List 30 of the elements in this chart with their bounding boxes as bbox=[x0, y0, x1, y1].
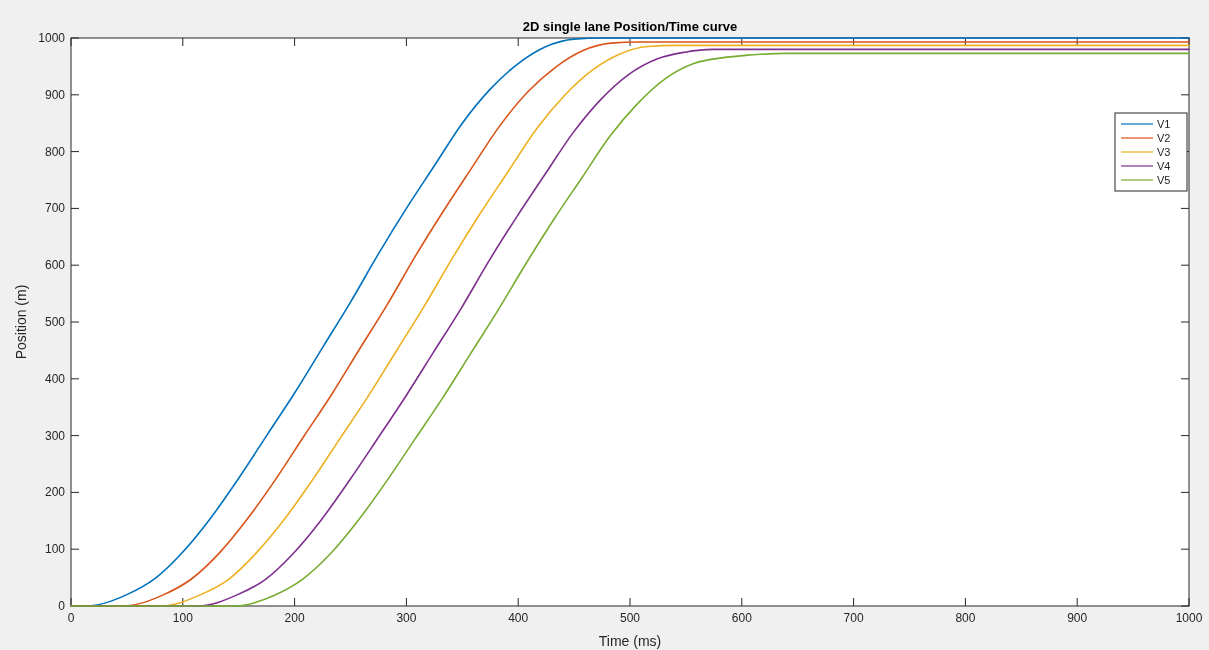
chart-title: 2D single lane Position/Time curve bbox=[522, 19, 738, 34]
x-tick-label: 0 bbox=[67, 611, 75, 625]
x-tick-label: 1000 bbox=[1175, 611, 1203, 625]
y-axis-title: Position (m) bbox=[13, 284, 29, 360]
x-tick-label: 200 bbox=[284, 611, 305, 625]
x-tick-label: 400 bbox=[508, 611, 529, 625]
x-axis-title: Time (ms) bbox=[598, 633, 662, 649]
legend-label: V3 bbox=[1157, 146, 1171, 158]
y-tick-label: 600 bbox=[44, 258, 66, 273]
legend-label: V2 bbox=[1157, 132, 1171, 144]
x-tick-label: 500 bbox=[619, 611, 641, 625]
y-tick-label: 700 bbox=[44, 201, 66, 216]
y-tick-label: 1000 bbox=[38, 31, 66, 45]
y-tick-label: 100 bbox=[44, 542, 66, 557]
legend-label: V1 bbox=[1157, 118, 1171, 130]
y-tick-label: 500 bbox=[44, 315, 66, 329]
y-tick-label: 300 bbox=[44, 428, 66, 443]
y-tick-label: 900 bbox=[44, 87, 66, 102]
y-tick-label: 800 bbox=[44, 144, 66, 159]
x-tick-label: 600 bbox=[731, 611, 753, 625]
y-tick-label: 400 bbox=[44, 371, 66, 386]
legend-label: V5 bbox=[1157, 174, 1171, 186]
y-tick-label: 0 bbox=[58, 599, 66, 613]
x-tick-label: 100 bbox=[172, 611, 194, 625]
x-tick-label: 700 bbox=[843, 611, 864, 625]
x-tick-label: 900 bbox=[1067, 611, 1088, 625]
x-tick-label: 300 bbox=[396, 611, 417, 625]
legend-label: V4 bbox=[1157, 160, 1171, 172]
y-tick-label: 200 bbox=[44, 485, 66, 500]
x-tick-label: 800 bbox=[955, 611, 976, 625]
